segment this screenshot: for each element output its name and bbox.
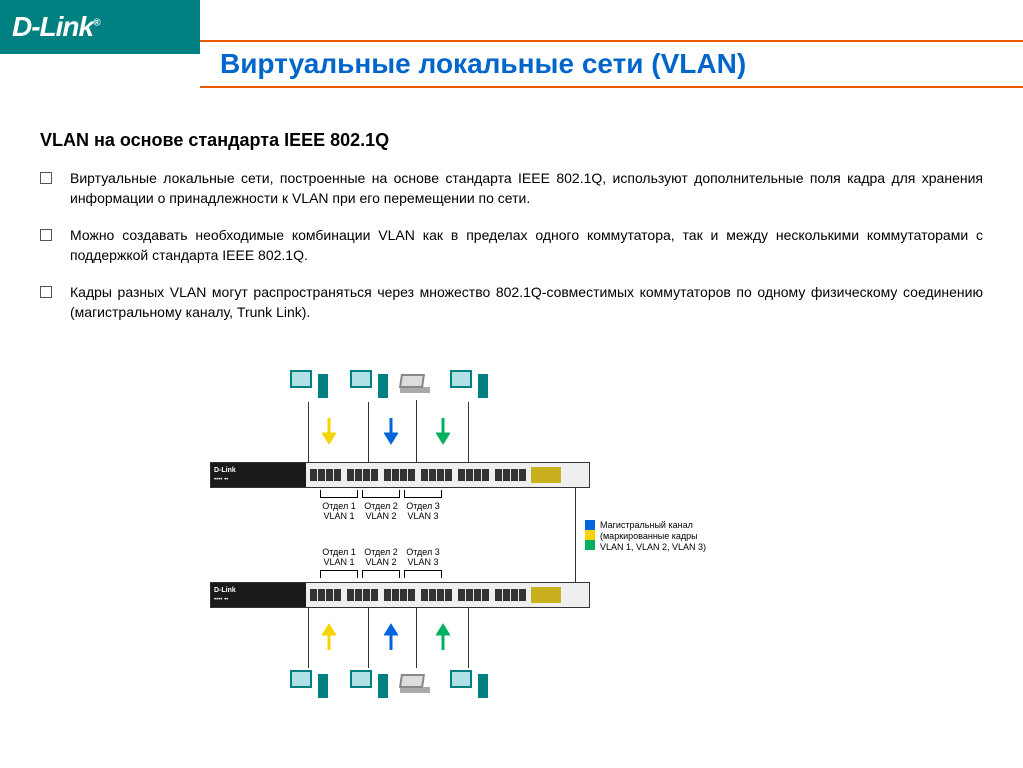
arrow-up-icon xyxy=(322,620,336,650)
content: VLAN на основе стандарта IEEE 802.1Q Вир… xyxy=(40,130,983,341)
cable-line xyxy=(368,402,369,462)
bullet-list: Виртуальные локальные сети, построенные … xyxy=(40,169,983,323)
group-bracket xyxy=(362,570,400,578)
trunk-line xyxy=(575,488,576,582)
group-bracket xyxy=(404,490,442,498)
cable-line xyxy=(368,608,369,668)
arrow-down-icon xyxy=(322,418,336,448)
laptop-icon xyxy=(400,674,434,698)
pc-icon xyxy=(290,370,328,402)
subtitle: VLAN на основе стандарта IEEE 802.1Q xyxy=(40,130,983,151)
group-label: Отдел 3VLAN 3 xyxy=(404,548,442,568)
group-bracket xyxy=(404,570,442,578)
cable-line xyxy=(468,402,469,462)
cable-line xyxy=(416,608,417,668)
cable-line xyxy=(308,402,309,462)
pc-icon xyxy=(450,670,488,702)
group-label: Отдел 1VLAN 1 xyxy=(320,502,358,522)
network-switch: D-Link•••• •• xyxy=(210,462,590,488)
network-switch: D-Link•••• •• xyxy=(210,582,590,608)
cable-line xyxy=(416,400,417,462)
trunk-label: Магистральный канал (маркированные кадры… xyxy=(600,520,706,552)
group-bracket xyxy=(362,490,400,498)
pc-icon xyxy=(290,670,328,702)
bullet-item: Можно создавать необходимые комбинации V… xyxy=(40,226,983,265)
pc-icon xyxy=(350,670,388,702)
trunk-colors xyxy=(585,520,595,550)
group-label: Отдел 3VLAN 3 xyxy=(404,502,442,522)
arrow-down-icon xyxy=(436,418,450,448)
arrow-up-icon xyxy=(436,620,450,650)
cable-line xyxy=(468,608,469,668)
pc-icon xyxy=(450,370,488,402)
cable-line xyxy=(308,608,309,668)
group-label: Отдел 2VLAN 2 xyxy=(362,548,400,568)
network-diagram: D-Link•••• •• Отдел 1VLAN 1 Отдел 2VLAN … xyxy=(200,370,840,750)
arrow-up-icon xyxy=(384,620,398,650)
arrow-down-icon xyxy=(384,418,398,448)
bullet-item: Кадры разных VLAN могут распространяться… xyxy=(40,283,983,322)
group-label: Отдел 2VLAN 2 xyxy=(362,502,400,522)
pc-icon xyxy=(350,370,388,402)
header-bar: D-Link® xyxy=(0,0,200,54)
page-title: Виртуальные локальные сети (VLAN) xyxy=(220,48,746,79)
group-bracket xyxy=(320,570,358,578)
laptop-icon xyxy=(400,374,434,398)
group-label: Отдел 1VLAN 1 xyxy=(320,548,358,568)
title-bar: Виртуальные локальные сети (VLAN) xyxy=(200,40,1023,88)
dlink-logo: D-Link® xyxy=(12,11,99,43)
bullet-item: Виртуальные локальные сети, построенные … xyxy=(40,169,983,208)
group-bracket xyxy=(320,490,358,498)
